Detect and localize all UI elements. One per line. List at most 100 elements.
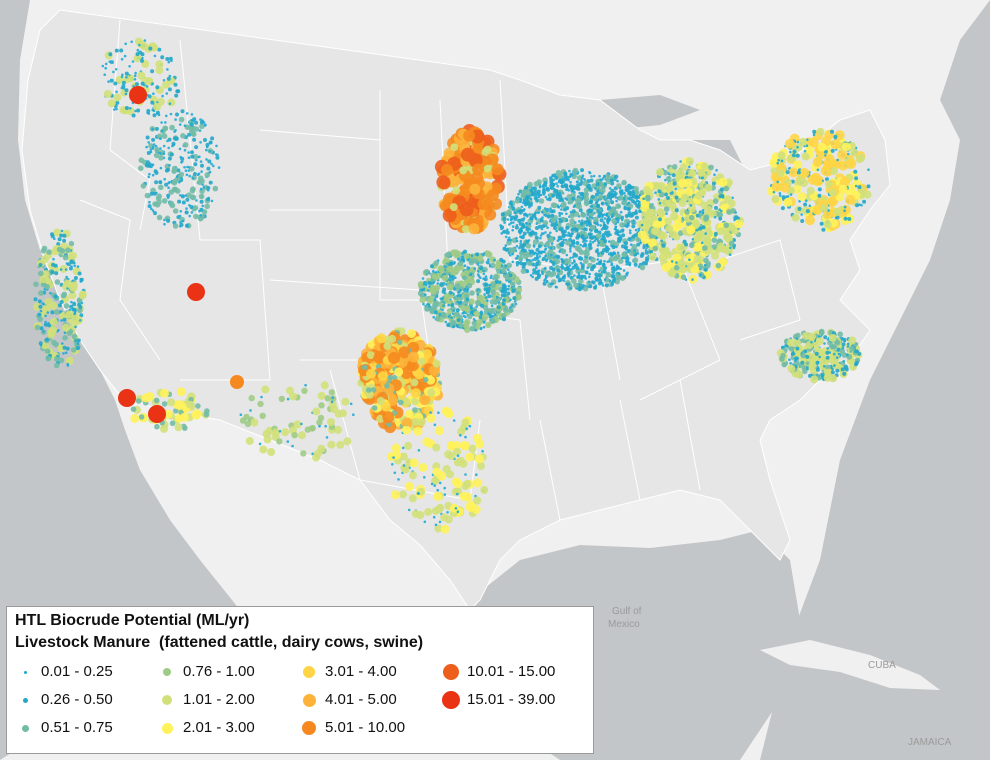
facility-point [107, 99, 116, 108]
facility-point [598, 174, 601, 178]
facility-point [603, 278, 607, 281]
facility-point [537, 205, 542, 210]
facility-point [734, 211, 737, 214]
facility-point [636, 199, 639, 202]
facility-point [522, 209, 525, 212]
facility-point [565, 226, 569, 229]
facility-point [448, 290, 453, 295]
facility-point [688, 169, 697, 177]
facility-point [424, 306, 430, 312]
facility-point [164, 182, 169, 187]
facility-point [583, 191, 589, 198]
facility-point [178, 224, 182, 228]
facility-point [539, 218, 544, 223]
facility-point [820, 204, 829, 213]
facility-point [331, 396, 335, 400]
facility-point [644, 258, 649, 263]
facility-point [830, 167, 838, 176]
facility-point [489, 315, 492, 319]
facility-point [805, 209, 810, 214]
facility-point [525, 190, 531, 197]
facility-point [601, 213, 604, 217]
facility-point [172, 208, 179, 214]
facility-point [588, 171, 592, 175]
facility-point [448, 279, 452, 282]
facility-point [561, 230, 566, 235]
facility-point [511, 228, 514, 232]
facility-point [398, 399, 404, 406]
facility-point [261, 385, 270, 394]
facility-point [571, 232, 575, 235]
facility-point [470, 254, 474, 258]
facility-point [610, 262, 614, 266]
facility-point [459, 434, 462, 437]
facility-point [185, 223, 189, 228]
facility-point [449, 176, 461, 188]
facility-point [508, 306, 512, 309]
facility-point [65, 356, 74, 365]
facility-point [456, 510, 460, 513]
facility-point [537, 211, 540, 215]
facility-point [147, 204, 152, 209]
facility-point [600, 187, 606, 194]
facility-point [801, 152, 810, 161]
facility-point [451, 312, 455, 316]
facility-point [808, 137, 819, 148]
facility-point [399, 452, 408, 461]
facility-point [159, 152, 162, 155]
facility-point [230, 375, 244, 389]
facility-point [484, 275, 488, 278]
facility-point [501, 313, 507, 319]
facility-point [493, 258, 496, 262]
facility-point [599, 218, 604, 223]
facility-point [291, 432, 298, 439]
facility-point [560, 265, 563, 269]
facility-point [424, 507, 433, 516]
facility-point [703, 257, 709, 264]
facility-point [622, 269, 626, 272]
facility-point [569, 256, 572, 260]
facility-point [520, 217, 525, 222]
facility-point [572, 167, 579, 174]
facility-point [442, 304, 445, 307]
legend-title: HTL Biocrude Potential (ML/yr) [15, 612, 250, 629]
legend-symbol [23, 670, 27, 674]
facility-point [664, 192, 668, 197]
facility-point [522, 242, 527, 247]
facility-point [276, 438, 283, 445]
facility-point [459, 166, 468, 175]
facility-point [180, 177, 183, 180]
facility-point [165, 114, 168, 118]
facility-point [431, 273, 439, 280]
legend-subtitle: Livestock Manure (fattened cattle, dairy… [15, 634, 424, 651]
facility-point [550, 270, 557, 277]
facility-point [317, 391, 326, 400]
facility-point [443, 493, 447, 496]
facility-point [609, 233, 612, 236]
legend-label: 15.01 - 39.00 [467, 691, 556, 708]
facility-point [161, 94, 164, 98]
facility-point [606, 193, 611, 198]
facility-point [463, 249, 467, 254]
facility-point [391, 463, 394, 466]
facility-point [686, 225, 696, 235]
facility-point [194, 120, 199, 125]
facility-point [589, 235, 594, 240]
facility-point [577, 272, 581, 276]
facility-point [188, 174, 191, 178]
facility-point [163, 177, 166, 181]
facility-point [190, 211, 194, 214]
facility-point [535, 261, 540, 266]
facility-point [542, 220, 549, 226]
facility-point [475, 473, 478, 477]
facility-point [602, 263, 605, 266]
facility-point [677, 259, 686, 268]
facility-point [796, 145, 799, 149]
facility-point [515, 236, 518, 240]
facility-point [417, 449, 421, 452]
facility-point [537, 259, 540, 263]
facility-point [601, 284, 605, 287]
facility-point [394, 367, 404, 377]
facility-point [589, 199, 594, 204]
facility-point [68, 291, 77, 300]
